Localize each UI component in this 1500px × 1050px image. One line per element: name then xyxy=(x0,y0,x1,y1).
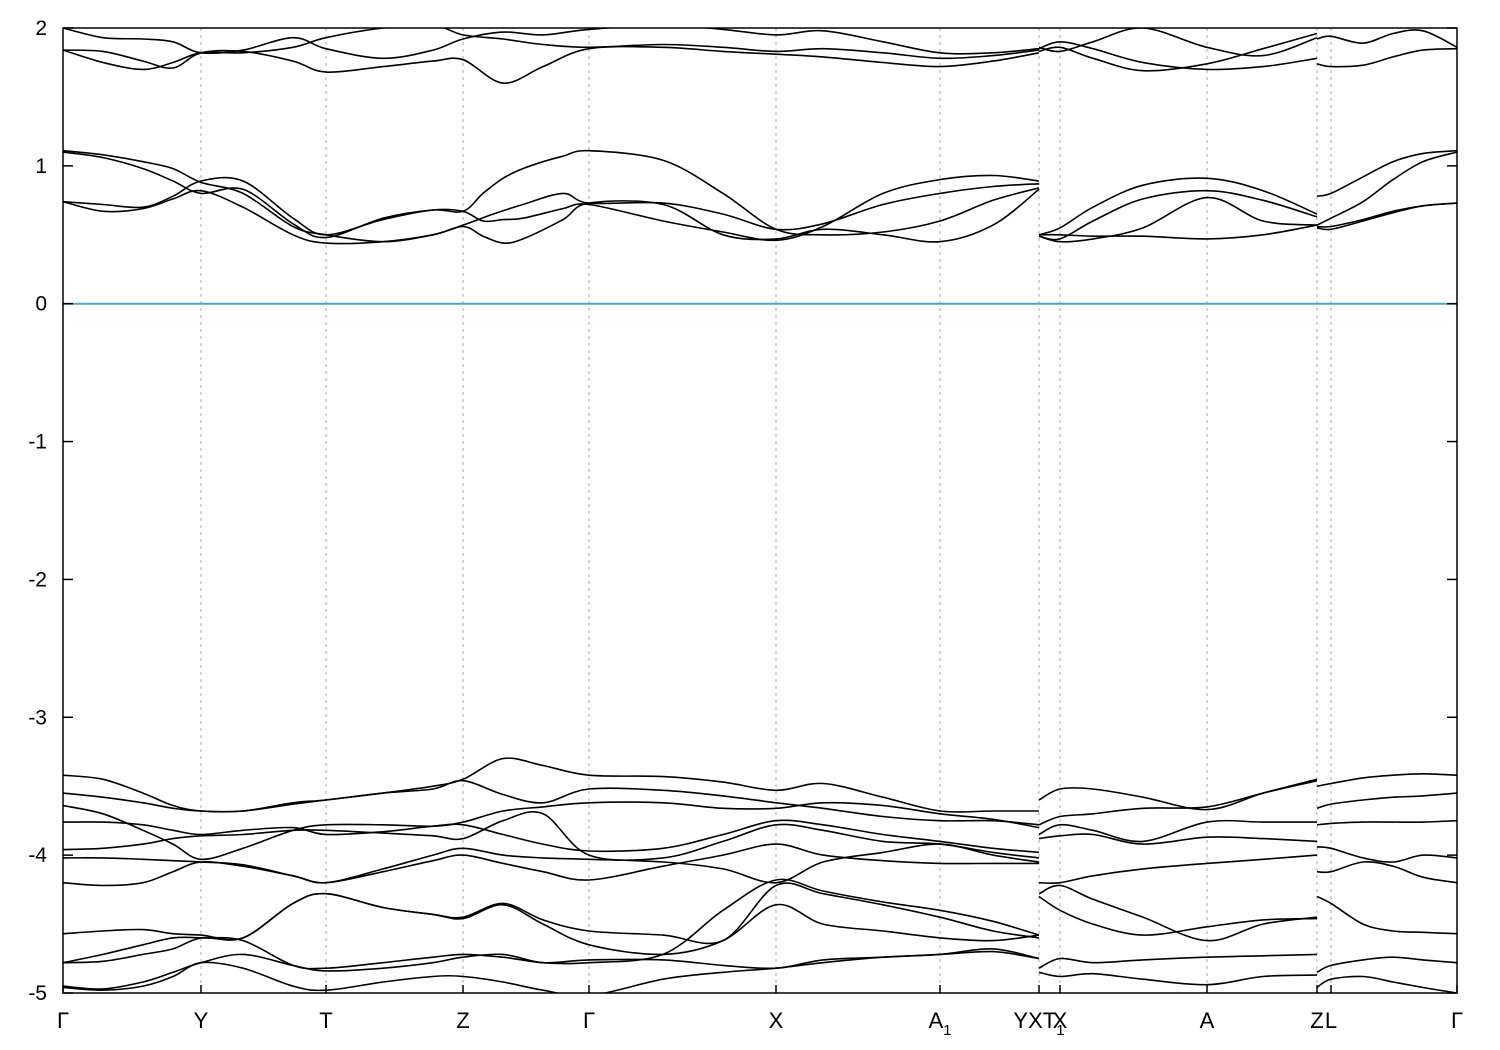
band-line xyxy=(1038,32,1318,72)
band-line xyxy=(63,149,1040,239)
band-line xyxy=(1316,861,1457,884)
y-tick-label: 2 xyxy=(35,17,47,40)
y-tick-label: -5 xyxy=(28,982,47,1005)
y-tick-label: -3 xyxy=(28,706,47,729)
band-line xyxy=(63,28,1040,60)
band-line xyxy=(1316,151,1457,226)
y-tick-label: 1 xyxy=(35,155,47,178)
y-tick-label: -4 xyxy=(28,844,47,867)
band-line xyxy=(1038,895,1318,936)
plot-frame xyxy=(62,27,1458,994)
kpoint-gridlines xyxy=(200,28,1332,993)
band-line xyxy=(63,892,1040,964)
kpoint-label: YXT1 xyxy=(1013,1008,1064,1039)
band-line xyxy=(1038,953,1318,969)
band-line xyxy=(1316,149,1457,197)
band-line xyxy=(1316,956,1457,974)
band-line xyxy=(1316,772,1457,787)
y-tick-label: -2 xyxy=(28,568,47,591)
band-line xyxy=(63,948,1040,993)
band-line xyxy=(1038,177,1318,236)
y-axis-ticks: 2 1 0 -1 -2 -3 -4 -5 xyxy=(28,17,1457,1005)
band-line xyxy=(1316,975,1457,993)
band-line xyxy=(1038,196,1318,243)
band-line xyxy=(1038,224,1318,240)
band-line xyxy=(1038,819,1317,843)
band-line xyxy=(1038,28,1318,57)
band-line xyxy=(63,757,1039,813)
band-line xyxy=(63,801,1040,861)
band-line xyxy=(1038,833,1318,845)
kpoint-label: A xyxy=(1200,1008,1215,1033)
kpoint-label: Γ xyxy=(583,1008,595,1033)
band-line xyxy=(63,174,1040,242)
band-line xyxy=(1038,971,1318,986)
band-line xyxy=(63,149,1040,243)
band-line xyxy=(1038,189,1318,241)
band-line xyxy=(63,811,1040,861)
band-lines xyxy=(63,28,1457,993)
kpoint-label: Γ xyxy=(1451,1008,1463,1033)
band-line xyxy=(1316,202,1457,231)
kpoint-label: L xyxy=(1325,1008,1337,1033)
kpoint-label: Γ xyxy=(57,1008,69,1033)
band-line xyxy=(63,188,1040,245)
band-line xyxy=(1316,792,1457,810)
band-line xyxy=(1316,895,1457,935)
band-line xyxy=(63,779,1040,826)
band-line xyxy=(63,843,1040,884)
band-line xyxy=(63,28,1040,71)
kpoint-label: X xyxy=(1053,1008,1068,1033)
band-line xyxy=(63,950,1040,990)
y-tick-label: -1 xyxy=(28,431,47,454)
band-line xyxy=(1316,846,1457,863)
band-line xyxy=(1038,854,1318,885)
y-tick-label: 0 xyxy=(35,293,47,316)
kpoint-label: Z xyxy=(456,1008,469,1033)
band-line xyxy=(63,843,1039,887)
band-line xyxy=(1316,29,1457,49)
band-line xyxy=(63,819,1040,854)
kpoint-label: Y xyxy=(194,1008,209,1033)
band-line xyxy=(63,878,1040,970)
band-line xyxy=(1038,40,1318,71)
band-line xyxy=(1316,47,1457,68)
kpoint-label: T xyxy=(319,1008,332,1033)
kpoint-label: Z xyxy=(1310,1008,1323,1033)
band-line xyxy=(1038,778,1318,811)
band-line xyxy=(63,882,1040,945)
band-line xyxy=(1038,779,1318,826)
band-line xyxy=(63,45,1040,84)
band-line xyxy=(1038,884,1318,942)
band-line xyxy=(1316,819,1457,826)
kpoint-label: A1 xyxy=(928,1008,951,1039)
kpoint-label: X xyxy=(769,1008,784,1033)
